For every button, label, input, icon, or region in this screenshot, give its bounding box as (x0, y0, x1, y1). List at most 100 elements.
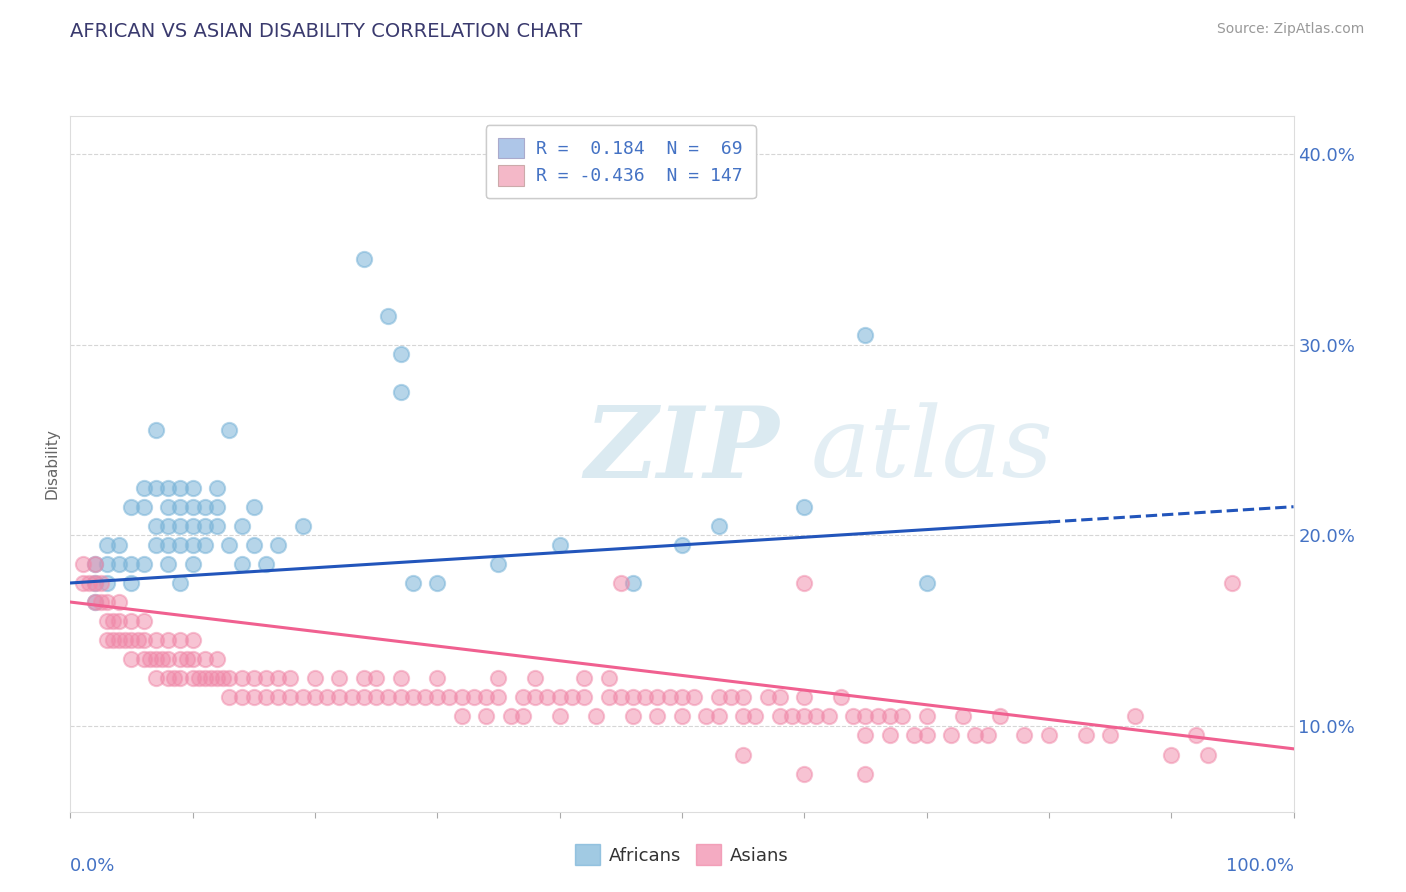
Text: AFRICAN VS ASIAN DISABILITY CORRELATION CHART: AFRICAN VS ASIAN DISABILITY CORRELATION … (70, 22, 582, 41)
Point (793, 766, 815, 780)
Point (733, 747, 755, 762)
Point (243, 671, 266, 685)
Point (1014, 729, 1036, 743)
Point (634, 690, 657, 705)
Point (475, 690, 498, 705)
Point (187, 671, 209, 685)
Point (121, 633, 143, 648)
Point (389, 385, 412, 400)
Point (181, 557, 204, 571)
Point (231, 557, 253, 571)
Point (145, 671, 167, 685)
Point (389, 671, 412, 685)
Point (939, 729, 962, 743)
Point (585, 709, 607, 723)
Point (101, 633, 124, 648)
Point (218, 671, 240, 685)
Point (231, 690, 253, 705)
Point (524, 671, 547, 685)
Point (548, 709, 571, 723)
Point (96, 614, 118, 628)
Point (426, 576, 449, 591)
Point (1184, 729, 1206, 743)
Point (96, 538, 118, 552)
Point (101, 614, 124, 628)
Point (145, 518, 167, 533)
Point (647, 690, 669, 705)
Point (806, 709, 828, 723)
Point (450, 690, 472, 705)
Point (915, 709, 938, 723)
Point (194, 652, 217, 666)
Point (169, 576, 191, 591)
Point (658, 690, 681, 705)
Point (842, 709, 865, 723)
Point (988, 709, 1011, 723)
Point (280, 671, 302, 685)
Point (965, 729, 987, 743)
Point (621, 576, 644, 591)
Point (108, 557, 131, 571)
Point (108, 595, 131, 609)
Point (671, 709, 693, 723)
Point (304, 690, 326, 705)
Point (488, 690, 510, 705)
Text: 0.0%: 0.0% (70, 857, 115, 875)
Point (426, 671, 449, 685)
Point (572, 690, 595, 705)
Point (733, 690, 755, 705)
Point (1160, 747, 1182, 762)
Point (83, 557, 105, 571)
Point (1099, 729, 1122, 743)
Point (132, 557, 155, 571)
Point (132, 614, 155, 628)
Point (150, 652, 173, 666)
Point (756, 690, 779, 705)
Point (353, 252, 375, 266)
Point (181, 500, 204, 514)
Point (793, 709, 815, 723)
Point (169, 633, 191, 648)
Point (413, 690, 436, 705)
Point (83, 557, 105, 571)
Point (830, 690, 852, 705)
Point (157, 652, 180, 666)
Point (169, 671, 191, 685)
Point (205, 481, 228, 495)
Point (108, 538, 131, 552)
Point (328, 671, 350, 685)
Point (598, 690, 620, 705)
Point (96, 576, 118, 591)
Point (769, 690, 792, 705)
Point (218, 424, 240, 438)
Point (366, 690, 388, 705)
Point (132, 633, 155, 648)
Point (976, 729, 998, 743)
Point (793, 690, 815, 705)
Point (254, 690, 277, 705)
Point (121, 557, 143, 571)
Point (145, 633, 167, 648)
Point (733, 709, 755, 723)
Point (328, 690, 350, 705)
Point (793, 576, 815, 591)
Text: atlas: atlas (810, 402, 1053, 498)
Point (389, 690, 412, 705)
Point (96, 595, 118, 609)
Point (426, 690, 449, 705)
Point (96, 557, 118, 571)
Point (267, 671, 290, 685)
Point (488, 671, 510, 685)
Point (291, 690, 314, 705)
Point (169, 481, 191, 495)
Point (671, 538, 693, 552)
Point (157, 671, 180, 685)
Point (1074, 729, 1097, 743)
Point (548, 538, 571, 552)
Point (169, 538, 191, 552)
Point (231, 518, 253, 533)
Point (157, 500, 180, 514)
Point (463, 690, 485, 705)
Point (353, 671, 375, 685)
Point (855, 766, 877, 780)
